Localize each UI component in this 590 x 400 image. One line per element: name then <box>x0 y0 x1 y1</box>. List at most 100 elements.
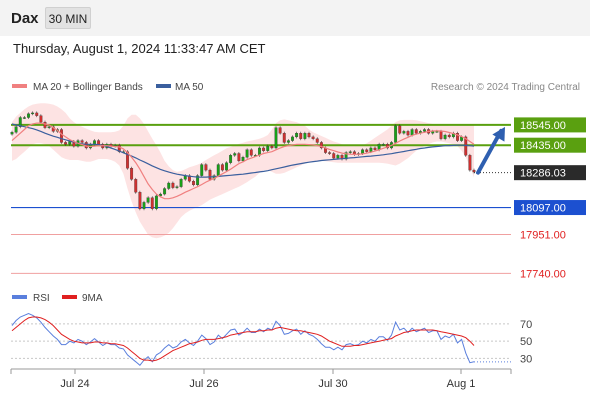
candle-body <box>315 138 319 143</box>
candle-body <box>68 141 72 145</box>
candle-body <box>270 145 274 149</box>
rsi-tick-70: 70 <box>520 319 532 331</box>
candle-body <box>472 169 476 173</box>
candle-body <box>146 197 150 203</box>
x-tick-label-0: Jul 24 <box>60 378 89 390</box>
candle-body <box>423 129 426 132</box>
level-tag-1 <box>514 137 586 153</box>
level-tag-0 <box>514 117 586 133</box>
candle-body <box>406 131 410 136</box>
candle-body <box>286 140 290 143</box>
candle-body <box>402 131 406 134</box>
candle-body <box>282 133 286 143</box>
x-tick-label-2: Jul 30 <box>318 378 347 390</box>
x-tick-label-3: Aug 1 <box>447 378 476 390</box>
timestamp: Thursday, August 1, 2024 11:33:47 AM CET <box>13 41 266 56</box>
candle-body <box>381 144 385 146</box>
candle-body <box>80 140 84 143</box>
candle-body <box>22 117 26 119</box>
candle-body <box>398 125 402 134</box>
candle-body <box>241 157 245 162</box>
rsi-ma-line <box>11 316 475 362</box>
candle-body <box>142 202 146 209</box>
ma9-legend-swatch <box>62 295 77 299</box>
candle-body <box>216 164 220 176</box>
candle-body <box>175 186 179 188</box>
candle-body <box>344 152 348 160</box>
candle-body <box>27 113 30 118</box>
candle-body <box>443 134 447 139</box>
ma20-line <box>11 122 475 200</box>
candle-body <box>64 142 68 145</box>
candle-body <box>171 182 175 188</box>
copyright-notice: Research © 2024 Trading Central <box>431 82 580 93</box>
candle-body <box>14 126 18 133</box>
candle-body <box>414 129 418 134</box>
candle-body <box>348 151 352 153</box>
timeframe-button[interactable]: 30 MIN <box>45 7 91 29</box>
candle-body <box>204 164 208 171</box>
candle-body <box>134 179 138 193</box>
top-bar <box>0 0 590 36</box>
target-label-4: 17951.00 <box>520 229 566 241</box>
chart-legend: MA 20 + Bollinger Bands MA 50 Research ©… <box>12 82 580 93</box>
ma9-legend-label: 9MA <box>82 293 103 304</box>
candle-body <box>31 112 35 115</box>
candle-body <box>220 164 224 171</box>
candle-body <box>447 134 451 138</box>
candle-body <box>274 127 278 149</box>
candle-body <box>245 149 249 158</box>
level-label-2: 18286.03 <box>520 168 566 180</box>
candle-body <box>47 126 51 128</box>
candle-body <box>456 133 459 141</box>
candle-body <box>394 125 398 143</box>
ma50-legend-swatch <box>156 84 171 88</box>
candle-body <box>291 136 294 141</box>
candle-body <box>365 149 369 152</box>
forecast-arrow-head <box>492 126 505 142</box>
candle-body <box>163 188 167 195</box>
candle-body <box>435 131 439 133</box>
bollinger-band <box>12 103 474 239</box>
rsi-legend-label: RSI <box>33 293 50 304</box>
candle-body <box>278 127 282 134</box>
forecast-arrow <box>476 128 503 175</box>
target-label-5: 17740.00 <box>520 268 566 280</box>
level-tag-2 <box>514 165 586 181</box>
level-label-1: 18435.00 <box>520 140 566 152</box>
candle-body <box>237 153 241 162</box>
candle-body <box>262 147 266 151</box>
level-label-0: 18545.00 <box>520 120 566 132</box>
candle-body <box>369 147 373 152</box>
rsi-line <box>11 313 475 367</box>
candle-body <box>266 145 270 151</box>
candle-body <box>43 121 47 128</box>
rsi-tick-50: 50 <box>520 336 532 348</box>
candle-body <box>150 197 154 209</box>
candle-body <box>126 151 129 169</box>
level-label-3: 18097.00 <box>520 203 566 215</box>
candle-body <box>39 115 43 123</box>
candle-body <box>196 175 200 186</box>
candle-body <box>130 168 134 180</box>
candle-body <box>229 155 233 163</box>
candle-body <box>154 195 158 209</box>
candle-body <box>179 179 183 187</box>
candle-body <box>60 129 63 143</box>
candle-body <box>35 112 39 116</box>
ma20-legend-label: MA 20 + Bollinger Bands <box>33 82 143 93</box>
candle-body <box>233 153 237 156</box>
candle-body <box>439 131 443 139</box>
ma50-line <box>11 123 475 178</box>
candle-body <box>159 193 162 197</box>
candle-body <box>464 136 468 156</box>
candle-body <box>311 136 315 139</box>
candle-body <box>167 182 171 189</box>
rsi-legend-swatch <box>12 295 27 299</box>
candle-body <box>97 140 101 145</box>
rsi-tick-30: 30 <box>520 353 532 365</box>
level-tag-3 <box>514 200 586 216</box>
candle-body <box>18 117 22 127</box>
candle-body <box>361 149 365 154</box>
candle-body <box>249 149 253 156</box>
